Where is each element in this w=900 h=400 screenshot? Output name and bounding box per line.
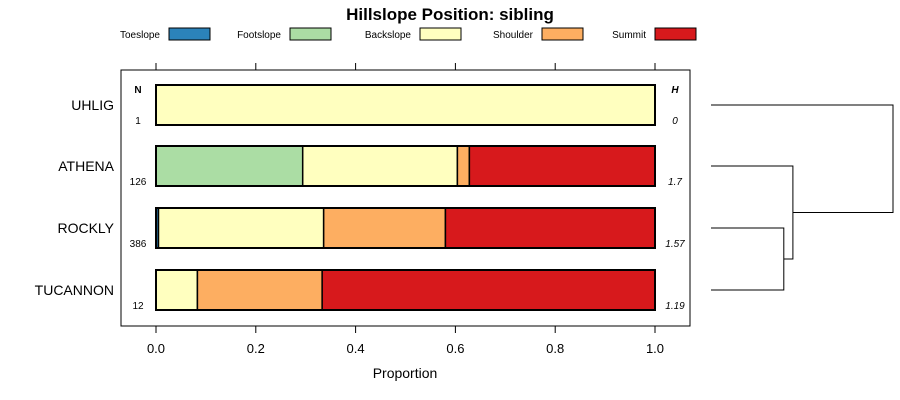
h-value-rockly: 1.57 <box>665 239 685 250</box>
legend-swatch-backslope <box>419 27 462 41</box>
bar-athena-backslope <box>301 145 459 187</box>
category-label-athena: ATHENA <box>58 158 114 174</box>
legend-swatch-summit <box>654 27 697 41</box>
bar-athena-footslope <box>155 145 304 187</box>
category-label-uhlig: UHLIG <box>71 97 114 113</box>
bar-tucannon-shoulder <box>196 269 323 311</box>
bar-tucannon-backslope <box>155 269 199 311</box>
x-axis-title: Proportion <box>373 365 438 381</box>
bar-athena-summit <box>468 145 656 187</box>
legend-swatch-footslope <box>289 27 332 41</box>
top-axis-ticks <box>155 63 656 70</box>
h-header: H <box>671 85 679 96</box>
h-values: 0 1.7 1.57 1.19 <box>665 116 685 312</box>
n-values: 1 126 386 12 <box>130 116 147 312</box>
n-value-rockly: 386 <box>130 239 147 250</box>
legend-label-backslope: Backslope <box>365 30 412 41</box>
plot-panel-frame <box>120 69 691 327</box>
x-tick-label-5: 1.0 <box>646 341 664 356</box>
n-header: N <box>134 85 141 96</box>
legend-label-toeslope: Toeslope <box>120 30 160 41</box>
x-tick-label-0: 0.0 <box>147 341 165 356</box>
x-tick-label-4: 0.8 <box>546 341 564 356</box>
category-labels: UHLIG ATHENA ROCKLY TUCANNON <box>35 97 115 298</box>
bottom-axis: 0.0 0.2 0.4 0.6 0.8 1.0 <box>147 326 664 356</box>
legend-swatch-shoulder <box>541 27 584 41</box>
legend-label-footslope: Footslope <box>237 30 281 41</box>
dendrogram-merge-0 <box>711 227 785 291</box>
h-value-uhlig: 0 <box>672 116 678 127</box>
x-tick-label-1: 0.2 <box>247 341 265 356</box>
bar-rockly-shoulder <box>322 207 447 249</box>
legend-swatch-toeslope <box>168 27 211 41</box>
bar-athena-shoulder <box>456 145 471 187</box>
legend-label-summit: Summit <box>612 30 646 41</box>
bar-uhlig-backslope <box>155 84 656 126</box>
bar-tucannon-summit <box>321 269 656 311</box>
dendrogram-merge-1 <box>711 165 794 260</box>
bar-outline-rockly <box>155 207 656 249</box>
bar-outline-tucannon <box>155 269 656 311</box>
n-value-uhlig: 1 <box>135 116 141 127</box>
bar-outline-uhlig <box>155 84 656 126</box>
legend-label-shoulder: Shoulder <box>493 30 534 41</box>
n-value-athena: 126 <box>130 177 147 188</box>
chart-title: Hillslope Position: sibling <box>346 5 554 24</box>
bar-outline-athena <box>155 145 656 187</box>
x-tick-label-3: 0.6 <box>446 341 464 356</box>
h-value-athena: 1.7 <box>668 177 682 188</box>
category-label-tucannon: TUCANNON <box>35 282 114 298</box>
dendrogram <box>711 104 894 291</box>
bar-rockly-summit <box>444 207 656 249</box>
dendrogram-merge-2 <box>711 104 894 213</box>
h-value-tucannon: 1.19 <box>665 301 685 312</box>
bars-group <box>155 84 656 311</box>
bar-rockly-backslope <box>157 207 325 249</box>
category-label-rockly: ROCKLY <box>57 220 114 236</box>
x-tick-label-2: 0.4 <box>347 341 365 356</box>
n-value-tucannon: 12 <box>132 301 144 312</box>
legend: Toeslope Footslope Backslope Shoulder Summit <box>120 27 697 41</box>
